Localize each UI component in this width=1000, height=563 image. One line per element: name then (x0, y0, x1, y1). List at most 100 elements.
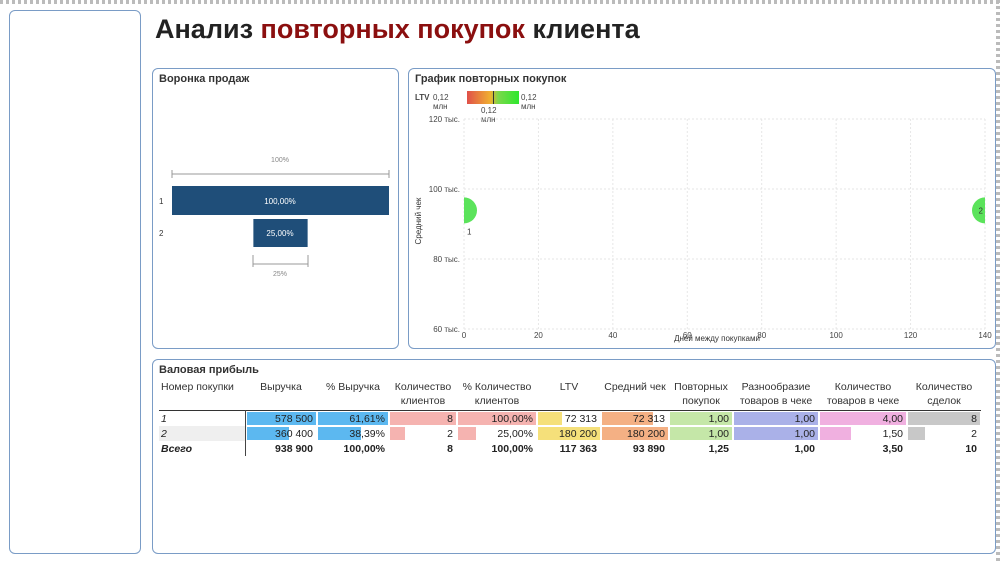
table-cell: 61,61% (317, 410, 389, 426)
y-tick-label: 80 тыс. (433, 255, 460, 264)
table-cell: 180 200 (537, 426, 601, 441)
row-label: 1 (159, 410, 246, 426)
table-cell: 4,00 (819, 410, 907, 426)
column-header[interactable]: Количество сделок (915, 381, 973, 407)
y-tick-label: 120 тыс. (429, 115, 460, 124)
table-cell: 8 (907, 410, 981, 426)
cell-value: 1,00 (794, 427, 815, 440)
total-cell: 938 900 (275, 442, 313, 455)
data-bar (820, 427, 852, 440)
scatter-point-2[interactable] (972, 197, 995, 224)
table-cell: 38,39% (317, 426, 389, 441)
column-header[interactable]: Количество товаров в чеке (826, 381, 900, 407)
total-cell: 10 (965, 442, 977, 455)
gross-title: Валовая прибыль (159, 364, 259, 376)
data-bar (670, 427, 732, 440)
x-tick-label: 20 (534, 331, 543, 340)
cell-value: 180 200 (559, 427, 597, 440)
filter-sidebar[interactable] (9, 10, 141, 554)
table-cell: 25,00% (457, 426, 537, 441)
column-header[interactable]: % Выручка (326, 381, 380, 393)
cell-value: 72 313 (564, 412, 597, 425)
cell-value: 2 (447, 427, 453, 440)
column-header[interactable]: Средний чек (604, 381, 666, 393)
total-cell: 1,25 (708, 442, 729, 455)
table-cell: 360 400 (245, 426, 317, 441)
table-row[interactable]: 2 360 400 38,39% 2 25,00% 180 200 180 200 1,00 1… (159, 426, 981, 441)
table-header-row: Номер покупки Выручка % Выручка Количество … (159, 380, 981, 411)
funnel-stage-label-1: 1 (159, 197, 164, 206)
table-cell: 578 500 (245, 410, 317, 426)
table-row[interactable]: 1 578 500 61,61% 8 100,00% 72 313 72 313 1,00 1,… (159, 410, 981, 426)
scatter-title: График повторных покупок (415, 73, 567, 85)
total-label: Всего (159, 441, 246, 456)
cell-value: 1,00 (794, 412, 815, 425)
funnel-bar-value-2: 25,00% (266, 229, 293, 238)
gross-profit-panel[interactable]: Валовая прибыль Номер покупки Выручка % Вы… (152, 359, 996, 554)
cell-value: 2 (161, 427, 167, 440)
table-cell: 2 (907, 426, 981, 441)
table-cell: 1,00 (669, 410, 733, 426)
data-bar (734, 412, 818, 425)
funnel-panel[interactable]: Воронка продаж 100% 25% 1 2 100,00% 25,0… (152, 68, 399, 349)
data-bar (734, 427, 818, 440)
cell-value: 8 (447, 412, 453, 425)
funnel-stage-label-2: 2 (159, 229, 164, 238)
data-bar (820, 412, 906, 425)
cell-value: 72 313 (632, 412, 665, 425)
data-bar (390, 427, 405, 440)
table-cell: 72 313 (537, 410, 601, 426)
table-cell: 1,00 (733, 426, 819, 441)
legend-name: LTV (415, 93, 430, 102)
table-cell: 2 (389, 426, 457, 441)
x-tick-label: 140 (978, 331, 992, 340)
funnel-bar-1[interactable] (172, 186, 389, 215)
cell-value: 25,00% (497, 427, 533, 440)
column-header[interactable]: Количество клиентов (394, 381, 452, 407)
x-tick-label: 0 (462, 331, 467, 340)
cell-value: 360 400 (275, 427, 313, 440)
column-header[interactable]: LTV (559, 381, 579, 393)
data-bar (318, 412, 388, 425)
page-title: Анализ повторных покупок клиента (155, 14, 640, 45)
title-part-1: Анализ (155, 14, 253, 44)
column-header[interactable]: Разнообразие товаров в чеке (739, 381, 813, 407)
column-header[interactable]: Повторных покупок (674, 381, 728, 407)
total-cell: 100,00% (491, 442, 533, 455)
cell-value: 61,61% (349, 412, 385, 425)
total-row[interactable]: Всего 938 900 100,00% 8 100,00% 117 363 93 890… (159, 441, 981, 456)
scatter-point-1[interactable] (451, 197, 477, 224)
cell-value: 38,39% (349, 427, 385, 440)
x-axis-label: Дней между покупками (674, 334, 760, 343)
legend-mid-marker (493, 91, 494, 104)
x-tick-label: 40 (608, 331, 617, 340)
table-cell: 8 (389, 410, 457, 426)
x-tick-label: 60 (683, 331, 692, 340)
total-cell: 8 (447, 442, 453, 455)
total-cell: 3,50 (882, 442, 903, 455)
data-bar (458, 427, 476, 440)
funnel-bar-2[interactable] (253, 219, 308, 247)
cell-value: 1,00 (708, 427, 729, 440)
data-bar (390, 412, 456, 425)
x-tick-label: 80 (757, 331, 766, 340)
cell-value: 1 (161, 412, 167, 425)
column-header[interactable]: Номер покупки (161, 381, 234, 393)
x-tick-label: 120 (904, 331, 918, 340)
title-part-3: клиента (532, 14, 640, 44)
column-header[interactable]: % Количество клиентов (462, 381, 532, 407)
y-tick-label: 60 тыс. (433, 325, 460, 334)
data-bar (458, 412, 536, 425)
row-label: 2 (159, 426, 246, 441)
table-cell: 180 200 (601, 426, 669, 441)
data-bar (538, 412, 562, 425)
data-bar (318, 427, 361, 440)
y-tick-label: 100 тыс. (429, 185, 460, 194)
cell-value: 578 500 (275, 412, 313, 425)
data-bar (246, 412, 316, 425)
funnel-bar-value-1: 100,00% (264, 197, 296, 206)
funnel-top-label: 100% (271, 157, 289, 164)
column-header[interactable]: Выручка (260, 381, 302, 393)
title-highlight: повторных покупок (260, 14, 525, 44)
scatter-panel[interactable]: График повторных покупок LTV 0,12 млн 0,… (408, 68, 996, 349)
